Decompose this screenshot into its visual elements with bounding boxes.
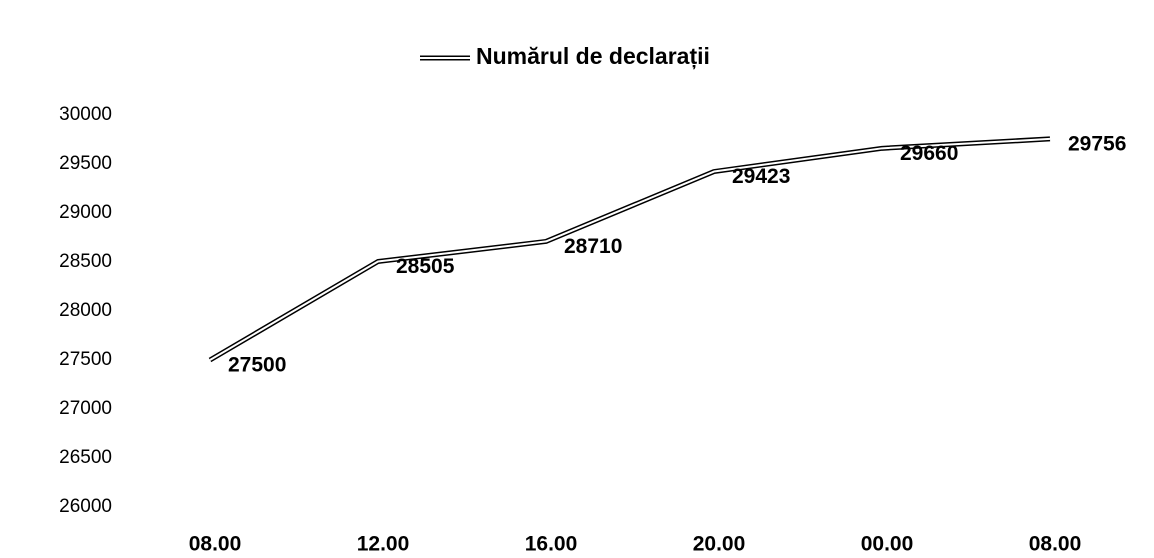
data-label: 28710	[564, 235, 622, 258]
data-label: 29756	[1068, 132, 1126, 155]
y-tick-label: 27500	[59, 349, 112, 370]
data-label: 29660	[900, 142, 958, 165]
series-line-inner	[209, 137, 1051, 361]
series-line	[208, 136, 1051, 363]
x-tick-label: 20.00	[693, 533, 746, 556]
y-tick-label: 27000	[59, 398, 112, 419]
data-label: 29423	[732, 165, 790, 188]
data-label: 27500	[228, 354, 286, 377]
data-label: 28505	[396, 255, 455, 278]
y-tick-label: 28500	[59, 251, 112, 272]
x-tick-label: 16.00	[525, 533, 578, 556]
x-tick-label: 08.00	[1029, 533, 1082, 556]
x-tick-label: 12.00	[357, 533, 410, 556]
y-tick-label: 29000	[59, 202, 112, 223]
y-tick-label: 29500	[59, 153, 112, 174]
y-tick-label: 26000	[59, 496, 112, 517]
x-tick-label: 08.00	[189, 533, 242, 556]
y-tick-label: 28000	[59, 300, 112, 321]
y-tick-label: 26500	[59, 447, 112, 468]
legend-label: Numărul de declarații	[476, 43, 710, 70]
y-tick-label: 30000	[59, 104, 112, 125]
x-tick-label: 00.00	[861, 533, 914, 556]
